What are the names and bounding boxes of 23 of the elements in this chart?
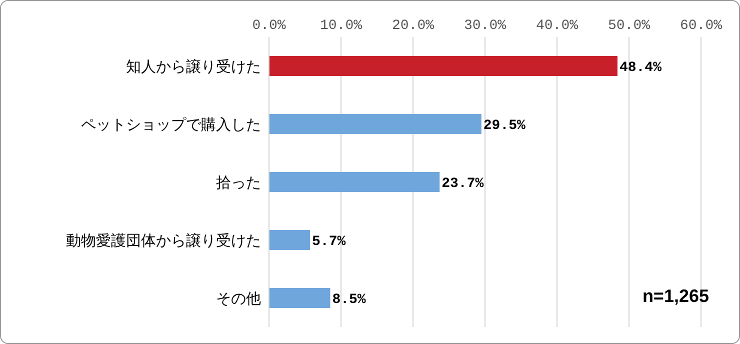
bar xyxy=(269,114,482,134)
y-tick-label: 動物愛護団体から譲り受けた xyxy=(66,231,261,250)
bar xyxy=(269,172,440,192)
data-label: 23.7% xyxy=(442,176,484,192)
data-label: 29.5% xyxy=(483,118,526,134)
y-tick-label: ペットショップで購入した xyxy=(81,115,261,134)
x-tick-label: 50.0% xyxy=(608,18,651,34)
x-tick-label: 10.0% xyxy=(320,18,363,34)
bar xyxy=(269,56,618,76)
y-tick-label: その他 xyxy=(216,289,261,308)
x-tick-label: 60.0% xyxy=(680,18,723,34)
x-tick-label: 30.0% xyxy=(464,18,507,34)
bar xyxy=(269,288,330,308)
x-tick-label: 0.0% xyxy=(252,18,286,34)
bar xyxy=(269,230,310,250)
data-label: 5.7% xyxy=(312,234,346,250)
x-tick-label: 40.0% xyxy=(536,18,579,34)
annotation: n=1,265 xyxy=(642,286,709,307)
x-tick-label: 20.0% xyxy=(392,18,435,34)
y-tick-label: 拾った xyxy=(216,173,261,192)
data-label: 48.4% xyxy=(619,60,662,76)
y-tick-label: 知人から譲り受けた xyxy=(126,57,261,76)
data-label: 8.5% xyxy=(332,292,366,308)
